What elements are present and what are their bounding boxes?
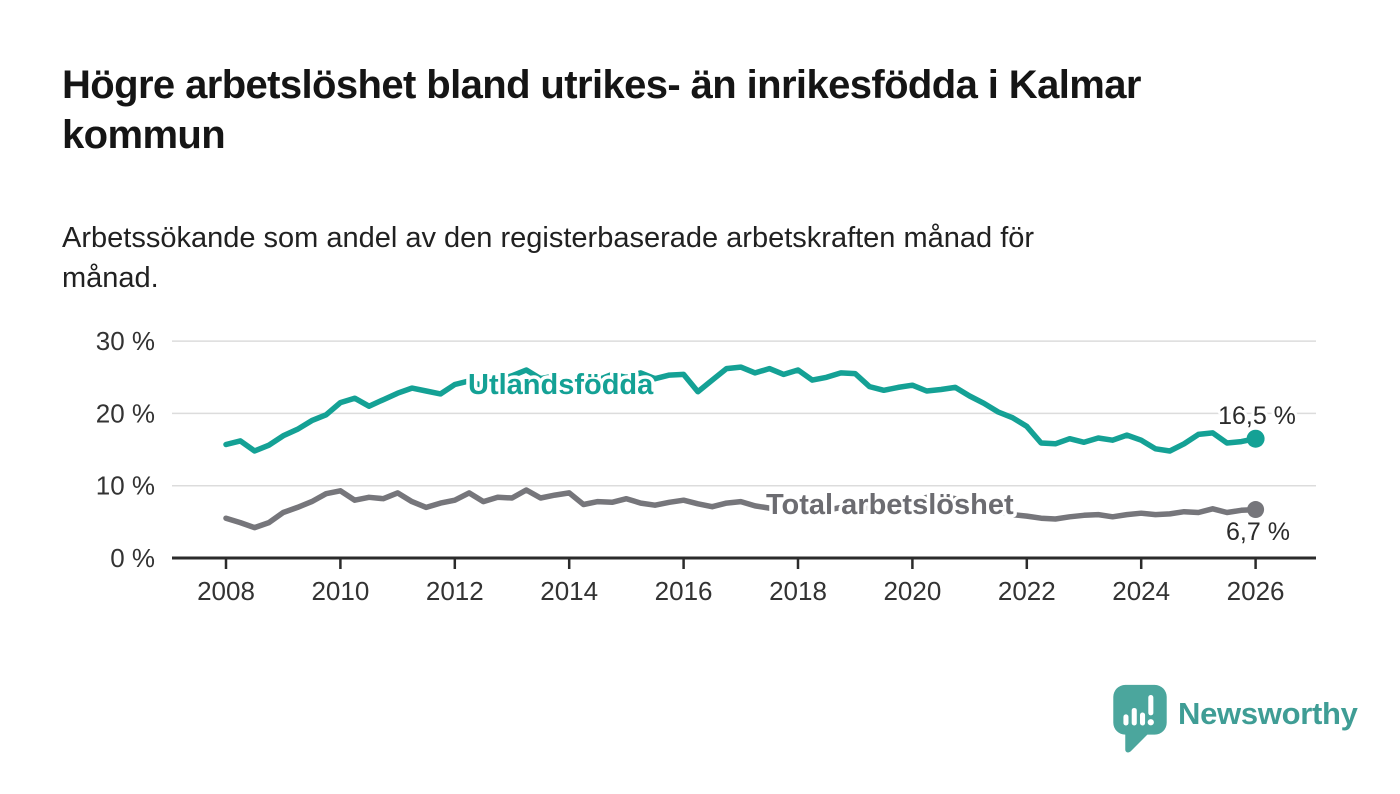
x-axis-label-2024: 2024 bbox=[1112, 576, 1170, 606]
series-end-dot-total-arbetsloshet bbox=[1247, 501, 1265, 519]
y-axis-label-20: 20 % bbox=[96, 398, 155, 428]
y-axis-label-10: 10 % bbox=[96, 471, 155, 501]
logo-bar-3 bbox=[1140, 712, 1146, 726]
page-title-line-1: Högre arbetslöshet bland utrikes- än inr… bbox=[62, 63, 1141, 107]
x-axis-label-2022: 2022 bbox=[998, 576, 1056, 606]
logo-bar-1 bbox=[1123, 714, 1129, 726]
x-axis-label-2014: 2014 bbox=[540, 576, 598, 606]
series-end-dot-utlandsfodda bbox=[1246, 429, 1265, 448]
series-label-utlandsfodda: Utlandsfödda bbox=[468, 369, 654, 401]
chart-subtitle: Arbetssökande som andel av den registerb… bbox=[62, 218, 1034, 298]
x-axis-label-2016: 2016 bbox=[655, 576, 713, 606]
series-line-total-arbetsloshet bbox=[223, 487, 1259, 531]
y-axis-label-0: 0 % bbox=[110, 543, 155, 573]
end-value-label-total-arbetsloshet: 6,7 % bbox=[1226, 518, 1290, 546]
x-axis-label-2010: 2010 bbox=[311, 576, 369, 606]
x-axis-label-2026: 2026 bbox=[1227, 576, 1285, 606]
x-axis-label-2018: 2018 bbox=[769, 576, 827, 606]
y-axis-label-30: 30 % bbox=[96, 326, 155, 356]
x-axis-label-2008: 2008 bbox=[197, 576, 255, 606]
logo-bar-2 bbox=[1131, 707, 1137, 726]
end-value-label-utlandsfodda: 16,5 % bbox=[1218, 402, 1296, 430]
logo-exclamation-dot bbox=[1147, 719, 1154, 726]
newsworthy-logo: Newsworthy bbox=[1112, 684, 1358, 754]
chart-subtitle-line-1: Arbetssökande som andel av den registerb… bbox=[62, 222, 1035, 254]
logo-exclamation-stem bbox=[1148, 695, 1154, 716]
series-line-utlandsfodda bbox=[223, 364, 1259, 454]
page-title: Högre arbetslöshet bland utrikes- än inr… bbox=[62, 60, 1141, 160]
chart-subtitle-line-2: månad. bbox=[62, 262, 159, 294]
page-title-line-2: kommun bbox=[62, 113, 226, 157]
series-label-total-arbetsloshet: Total arbetslöshet bbox=[766, 489, 1014, 521]
speech-bubble-bar-chart-icon bbox=[1113, 684, 1167, 753]
x-axis-label-2020: 2020 bbox=[883, 576, 941, 606]
x-axis-label-2012: 2012 bbox=[426, 576, 484, 606]
newsworthy-wordmark: Newsworthy bbox=[1178, 696, 1358, 731]
